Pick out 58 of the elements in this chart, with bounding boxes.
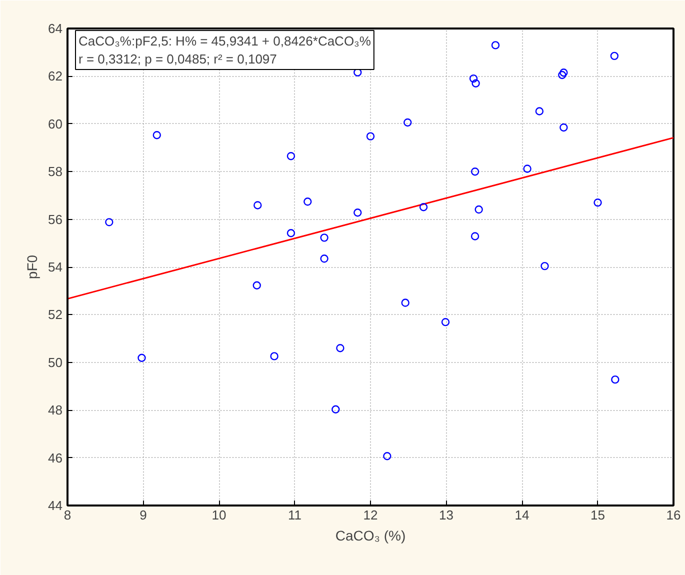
- point: [419, 203, 428, 212]
- point: [441, 318, 450, 326]
- point: [472, 79, 480, 88]
- point: [366, 132, 375, 140]
- y-tick-label: 48: [48, 402, 63, 418]
- y-tick-label: 54: [48, 260, 63, 274]
- y-tick-label: 60: [48, 116, 63, 132]
- point: [320, 234, 328, 242]
- point: [474, 205, 483, 214]
- point: [105, 218, 114, 226]
- point: [470, 168, 480, 176]
- point: [558, 70, 566, 80]
- point: [252, 281, 261, 290]
- point: [138, 354, 146, 362]
- point: [560, 123, 568, 132]
- point: [336, 344, 344, 352]
- point: [470, 232, 480, 240]
- x-tick-label: 8: [64, 508, 72, 522]
- x-tick-label: 14: [514, 508, 530, 522]
- point: [594, 198, 602, 207]
- x-tick-label: 9: [140, 508, 147, 522]
- y-tick-label: 46: [48, 450, 63, 466]
- point: [469, 74, 478, 83]
- point: [286, 229, 296, 238]
- point: [254, 201, 262, 210]
- point: [610, 52, 619, 60]
- y-tick-label: 58: [48, 164, 63, 180]
- point: [304, 198, 312, 206]
- x-tick-label: 13: [439, 508, 454, 522]
- point: [540, 262, 549, 270]
- point: [332, 405, 340, 414]
- point: [401, 298, 410, 307]
- y-tick-label: 56: [48, 212, 63, 227]
- point: [383, 452, 392, 460]
- x-tick-label: 11: [288, 508, 302, 522]
- annotation: CaCO₃%:pF2,5: H% = 45,9341 + 0,8426*CaCO₃% r = 0,3312; p = 0,0485; r² = 0,1097: [78, 34, 372, 66]
- point: [152, 131, 161, 140]
- y-tick-label: 64: [48, 21, 63, 36]
- point: [535, 107, 544, 116]
- point: [560, 68, 568, 77]
- point: [270, 352, 278, 360]
- y-tick-label: 62: [48, 68, 63, 84]
- x-axis-title: CaCO₃ (%): [335, 528, 406, 544]
- y-tick-label: 50: [48, 354, 63, 370]
- point: [523, 164, 532, 173]
- x-tick-label: 16: [666, 508, 681, 522]
- y-tick-label: 44: [48, 498, 63, 513]
- point: [611, 375, 620, 384]
- point: [354, 208, 362, 217]
- y-tick-label: 52: [48, 307, 63, 322]
- x-tick-label: 15: [590, 508, 605, 522]
- point: [404, 118, 412, 127]
- point: [320, 254, 328, 263]
- x-tick-label: 12: [363, 508, 378, 522]
- x-tick-label: 10: [212, 508, 226, 522]
- point: [286, 152, 296, 160]
- y-axis-title: pF0: [24, 254, 40, 280]
- point: [491, 41, 500, 50]
